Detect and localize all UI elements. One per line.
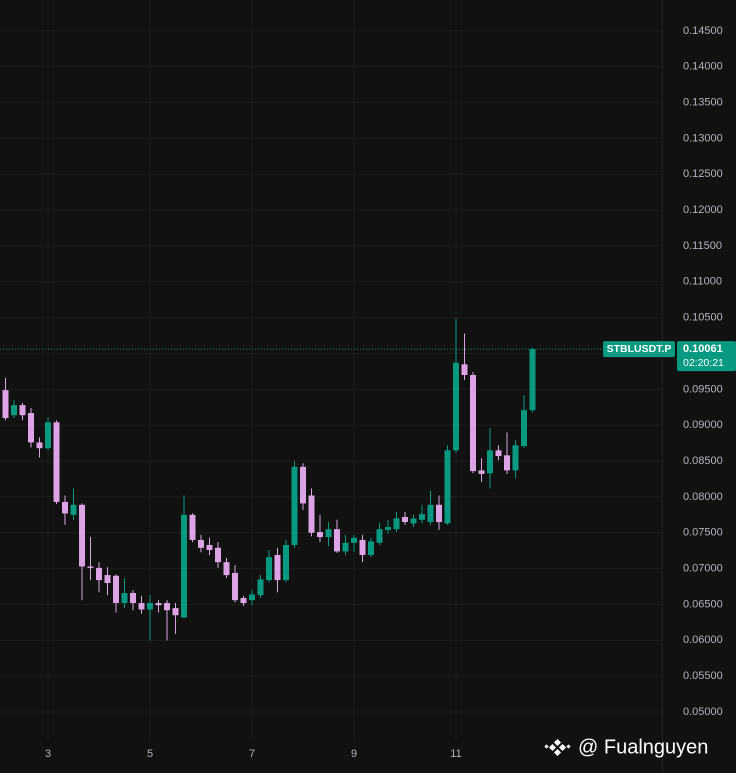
y-tick-label: 0.09500 [683, 383, 723, 395]
y-tick-label: 0.13500 [683, 96, 723, 108]
candle-body [300, 466, 306, 504]
symbol-label: STBLUSDT.P [607, 343, 672, 355]
y-tick-label: 0.13000 [683, 132, 723, 144]
y-tick-label: 0.06500 [683, 598, 723, 610]
candle-body [453, 362, 459, 451]
candle-body [478, 470, 485, 474]
candle-body [419, 514, 425, 520]
candle-body [36, 442, 43, 449]
candle-body [11, 405, 17, 416]
candle-body [189, 514, 196, 540]
last-price-label: 0.10061 [683, 343, 723, 355]
symbol-badge [603, 341, 675, 358]
x-tick-label: 7 [249, 748, 255, 760]
candle-body [223, 562, 230, 576]
candle-body [368, 541, 374, 556]
candle-body [385, 527, 391, 530]
candle-body [130, 593, 136, 604]
candle-body [198, 539, 204, 548]
candle-body [351, 537, 357, 543]
candle-body [274, 555, 281, 581]
candle-body [444, 450, 451, 524]
candle-body [325, 529, 332, 538]
candle-body [402, 517, 408, 523]
candle-body [470, 375, 476, 472]
watermark: @ Fualnguyen [578, 736, 708, 758]
candle-body [147, 603, 153, 610]
watermark-logo [544, 738, 571, 757]
candle-body [283, 544, 289, 581]
y-tick-label: 0.14500 [683, 25, 723, 37]
candle-body [495, 450, 502, 457]
candle-body [504, 455, 510, 471]
candle-body [104, 575, 111, 583]
x-tick-label: 9 [351, 748, 357, 760]
y-tick-label: 0.12500 [683, 168, 723, 180]
candle-body [393, 518, 400, 530]
candle-body [427, 504, 434, 523]
y-tick-label: 0.08500 [683, 455, 723, 467]
candle-body [521, 410, 527, 447]
y-tick-label: 0.05000 [683, 706, 723, 718]
price-badge [677, 341, 736, 372]
candle-body [487, 450, 493, 474]
candle-body [62, 501, 68, 514]
candle-body [79, 504, 85, 567]
candle-body [334, 529, 340, 552]
candle-body [232, 572, 238, 601]
candle-body [164, 603, 170, 611]
candle-body [308, 495, 315, 533]
candle-body [512, 445, 519, 471]
y-tick-label: 0.11000 [683, 276, 722, 288]
candle-body [317, 532, 323, 538]
y-tick-label: 0.11500 [683, 240, 722, 252]
candle-body [113, 575, 119, 604]
y-tick-label: 0.08000 [683, 491, 723, 503]
candle-body [215, 547, 221, 563]
candle-body [2, 390, 9, 419]
candle-body [121, 593, 128, 604]
candle-body [240, 598, 247, 604]
candle-body [155, 603, 162, 606]
candle-body [181, 514, 187, 618]
y-tick-label: 0.06000 [683, 634, 723, 646]
y-tick-label: 0.10500 [683, 312, 723, 324]
y-tick-label: 0.07500 [683, 527, 723, 539]
candle-body [19, 405, 26, 416]
candle-body [172, 608, 179, 616]
x-tick-label: 3 [45, 748, 51, 760]
x-tick-label: 5 [147, 748, 153, 760]
countdown-label: 02:20:21 [683, 357, 724, 369]
y-tick-label: 0.14000 [683, 61, 723, 73]
y-tick-label: 0.12000 [683, 204, 723, 216]
candle-body [249, 594, 255, 601]
candle-body [28, 413, 34, 443]
candle-body [257, 579, 264, 596]
candle-body [359, 539, 366, 556]
candle-body [291, 466, 298, 545]
candle-body [529, 349, 536, 411]
candle-body [266, 557, 272, 581]
y-tick-label: 0.05500 [683, 670, 723, 682]
candle-body [410, 518, 417, 524]
candle-body [70, 504, 77, 515]
candle-body [138, 603, 145, 610]
candle-body [45, 422, 51, 449]
candle-body [461, 364, 468, 376]
x-tick-label: 11 [450, 748, 461, 760]
y-tick-label: 0.09000 [683, 419, 723, 431]
candle-body [87, 566, 94, 568]
candle-body [53, 422, 60, 502]
candle-body [206, 544, 213, 550]
y-tick-label: 0.07000 [683, 563, 723, 575]
candle-body [376, 529, 383, 543]
candle-body [96, 567, 102, 581]
candle-body [436, 504, 442, 523]
candle-body [342, 542, 349, 552]
